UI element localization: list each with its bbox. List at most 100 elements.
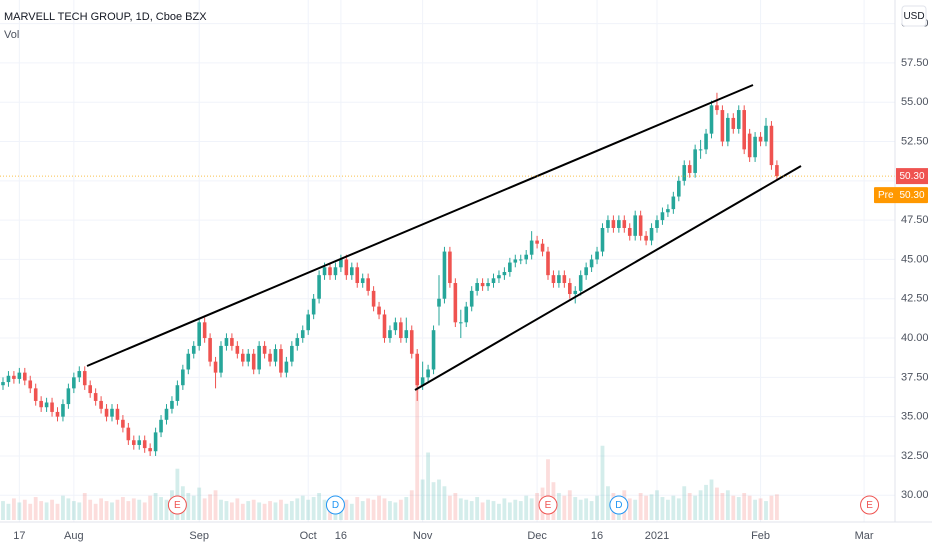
volume-bar — [415, 385, 420, 520]
candle-body — [322, 267, 327, 276]
volume-bar — [567, 490, 572, 520]
volume-bar — [148, 495, 153, 520]
candle-body — [578, 275, 583, 291]
x-tick-label: 16 — [591, 530, 603, 542]
candle-body — [142, 440, 147, 449]
volume-bar — [398, 499, 403, 520]
volume-bar — [137, 499, 142, 520]
volume-bar — [409, 490, 414, 520]
x-tick-label: Oct — [300, 530, 317, 542]
event-marker — [538, 495, 558, 515]
candle-body — [99, 400, 103, 409]
volume-bar — [289, 501, 294, 520]
candle-body — [448, 251, 452, 284]
volume-bar — [556, 493, 561, 520]
candle-body — [720, 110, 725, 142]
chart-title: MARVELL TECH GROUP, 1D, Cboe BZX — [4, 11, 207, 23]
candle-body — [115, 408, 120, 420]
volume-label: Vol — [4, 29, 19, 41]
volume-bar — [529, 498, 534, 520]
candle-body — [633, 215, 637, 236]
event-label: E — [174, 500, 181, 511]
volume-bar — [731, 495, 736, 520]
candle-body — [557, 275, 561, 284]
y-tick-label: 40.00 — [901, 332, 929, 344]
candle-body — [453, 283, 458, 323]
candle-body — [55, 411, 60, 417]
volume-bar — [224, 501, 229, 520]
candle-body — [186, 353, 191, 370]
candle-body — [508, 262, 512, 273]
volume-bar — [257, 502, 262, 520]
x-tick-label: 2021 — [645, 530, 669, 542]
event-label: D — [615, 500, 622, 511]
candle-body — [28, 380, 33, 389]
volume-bar — [28, 503, 33, 520]
volume-bar — [486, 499, 490, 520]
candles — [1, 92, 779, 456]
last-price-label: 50.30 — [899, 171, 924, 182]
candle-body — [17, 372, 22, 379]
currency-box[interactable] — [901, 5, 927, 27]
x-tick-label: 16 — [335, 530, 347, 542]
x-tick-label: Nov — [413, 530, 433, 542]
candle-body — [72, 377, 76, 389]
pre-market-name: Pre — [878, 190, 894, 201]
y-tick-label: 52.50 — [901, 135, 929, 147]
candle-body — [589, 259, 594, 268]
candle-body — [284, 361, 289, 373]
candle-body — [458, 322, 463, 324]
candle-body — [693, 149, 697, 173]
candle-body — [1, 382, 5, 386]
y-tick-label: 42.50 — [901, 293, 929, 305]
candle-body — [747, 133, 752, 158]
volume-bar — [655, 490, 659, 520]
volume-bar — [742, 493, 747, 520]
candle-body — [202, 322, 207, 339]
candle-body — [235, 345, 240, 354]
volume-bar — [382, 498, 387, 520]
candle-body — [753, 136, 757, 158]
candle-body — [638, 215, 643, 236]
candle-body — [246, 353, 251, 362]
candle-body — [77, 371, 82, 378]
volume-bar — [573, 497, 578, 520]
candle-body — [6, 375, 11, 383]
volume-bar — [633, 499, 638, 520]
candle-body — [355, 267, 360, 284]
candle-body — [775, 165, 779, 177]
trend-line — [86, 84, 754, 367]
volume-bar — [606, 486, 610, 520]
candle-body — [491, 278, 496, 284]
candle-body — [12, 375, 16, 379]
candle-body — [262, 345, 267, 354]
candle-body — [290, 345, 294, 362]
candle-body — [420, 377, 425, 386]
trend-line — [414, 165, 802, 391]
volume-bar — [715, 487, 719, 520]
candle-body — [339, 259, 343, 268]
candle-body — [121, 419, 125, 428]
candle-body — [475, 283, 479, 291]
volume-bar — [197, 487, 202, 520]
x-tick-label: Feb — [751, 530, 770, 542]
volume-bar — [709, 479, 714, 520]
volume-bar — [371, 499, 376, 520]
volume-bar — [55, 503, 60, 520]
volume-bar — [562, 495, 567, 520]
candle-body — [110, 408, 114, 417]
volume-bar — [120, 497, 125, 520]
volume-bar — [104, 501, 109, 520]
volume-bar — [687, 493, 692, 520]
candle-body — [758, 136, 763, 142]
candle-body — [208, 338, 212, 362]
candle-body — [464, 306, 469, 323]
candle-body — [736, 110, 741, 129]
candle-body — [611, 220, 616, 228]
event-label: E — [545, 500, 552, 511]
candle-body — [311, 298, 316, 315]
candle-body — [497, 275, 501, 279]
candle-body — [82, 371, 87, 386]
